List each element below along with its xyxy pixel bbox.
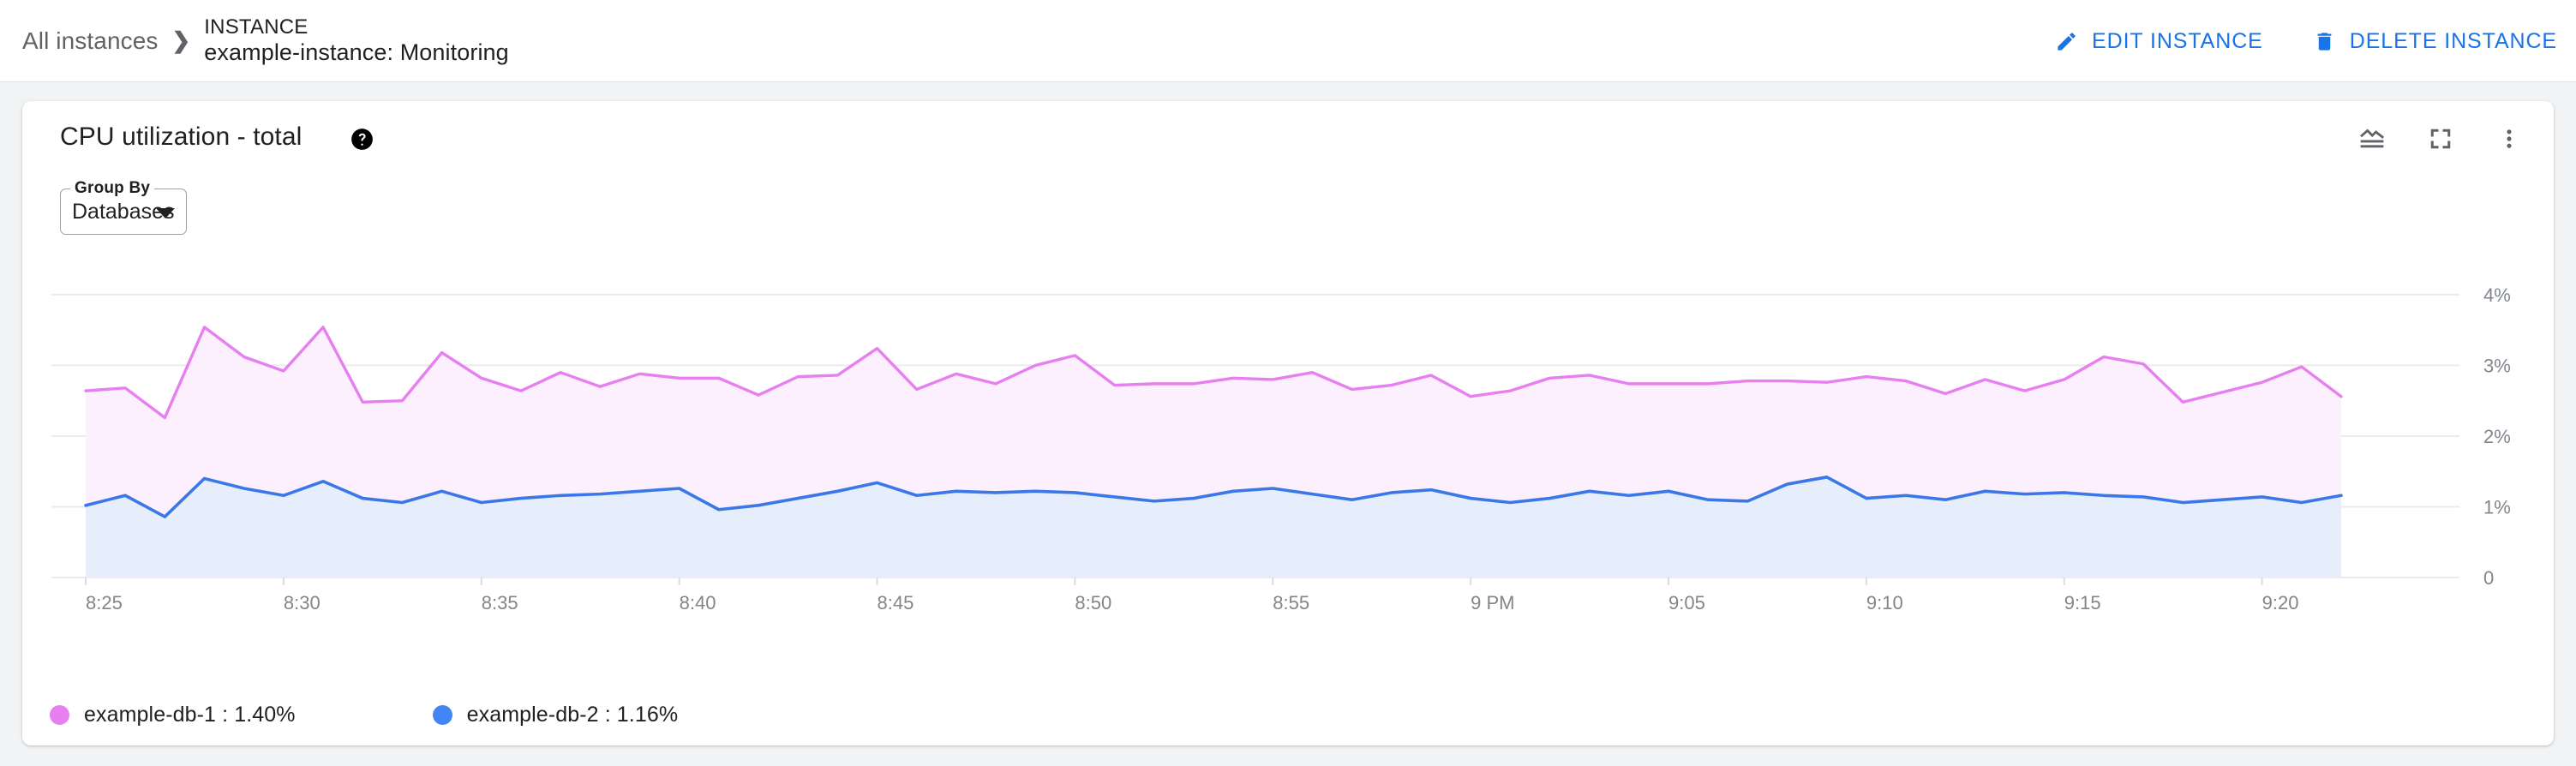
breadcrumb-all-instances[interactable]: All instances [22, 27, 159, 54]
x-axis-tick-label: 8:25 [86, 592, 123, 613]
x-axis-tick-label: 9:20 [2262, 592, 2299, 613]
group-by-label: Group By [70, 179, 155, 198]
y-axis-tick-label: 1% [2483, 496, 2511, 518]
delete-instance-button[interactable]: DELETE INSTANCE [2313, 29, 2557, 54]
legend-item[interactable]: example-db-2 : 1.16% [432, 702, 679, 727]
fullscreen-icon[interactable] [2420, 118, 2461, 159]
x-axis-tick-label: 8:40 [680, 592, 716, 613]
cpu-utilization-card: CPU utilization - total [22, 101, 2554, 745]
y-axis-tick-label: 4% [2483, 284, 2511, 306]
more-vert-icon[interactable] [2489, 118, 2530, 159]
series-line-example-db-2[interactable] [84, 476, 2343, 518]
x-axis-tick-label: 8:35 [482, 592, 518, 613]
trash-icon [2313, 30, 2336, 53]
top-actions: EDIT INSTANCE DELETE INSTANCE [2055, 0, 2557, 82]
chart-toolbar [2351, 118, 2530, 159]
pencil-icon [2055, 30, 2078, 53]
legend-label: example-db-2 : 1.16% [466, 702, 679, 727]
help-icon[interactable] [350, 128, 374, 151]
x-axis-tick-label: 8:50 [1075, 592, 1111, 613]
card-header: CPU utilization - total [22, 101, 2554, 175]
edit-instance-button[interactable]: EDIT INSTANCE [2055, 29, 2263, 54]
x-axis-tick-label: 9:05 [1668, 592, 1705, 613]
page-title: example-instance: Monitoring [204, 39, 509, 66]
x-axis-tick-label: 9:10 [1866, 592, 1903, 613]
chevron-right-icon: ❯ [171, 27, 191, 53]
chart-title: CPU utilization - total [60, 123, 303, 151]
chart-legend: example-db-1 : 1.40% example-db-2 : 1.16% [22, 684, 2554, 745]
chart-type-icon[interactable] [2351, 118, 2393, 159]
edit-instance-label: EDIT INSTANCE [2092, 28, 2263, 53]
legend-color-dot [432, 704, 452, 725]
group-by-select[interactable]: Group By Databases [60, 179, 187, 235]
x-axis-tick-label: 8:55 [1273, 592, 1309, 613]
series-line-example-db-1[interactable] [84, 326, 2343, 420]
breadcrumb: All instances ❯ INSTANCE example-instanc… [22, 0, 509, 82]
y-axis-tick-label: 0 [2483, 567, 2494, 589]
y-axis-tick-label: 2% [2483, 426, 2511, 447]
series-area-example-db-2 [86, 476, 2341, 577]
delete-instance-label: DELETE INSTANCE [2349, 28, 2557, 53]
legend-label: example-db-1 : 1.40% [84, 702, 296, 727]
x-axis-tick-label: 9 PM [1471, 592, 1514, 613]
x-axis-tick-label: 8:45 [878, 592, 914, 613]
cpu-utilization-chart[interactable]: 0 1% 2% 3% 4% 8:25 8:30 8:35 8:40 8:45 8:50 8:55 9 P… [22, 255, 2554, 684]
x-axis-tick-label: 8:30 [284, 592, 321, 613]
chevron-down-icon [156, 208, 175, 218]
legend-color-dot [50, 704, 69, 725]
top-bar: All instances ❯ INSTANCE example-instanc… [0, 0, 2576, 82]
legend-item[interactable]: example-db-1 : 1.40% [50, 703, 296, 727]
chart-plot-area: 0 1% 2% 3% 4% 8:25 8:30 8:35 8:40 8:45 8:50 8:55 9 P… [22, 255, 2554, 684]
breadcrumb-current: INSTANCE example-instance: Monitoring [204, 15, 508, 67]
breadcrumb-kicker: INSTANCE [204, 15, 309, 39]
y-axis-tick-label: 3% [2483, 355, 2511, 376]
x-axis-tick-label: 9:15 [2064, 592, 2101, 613]
